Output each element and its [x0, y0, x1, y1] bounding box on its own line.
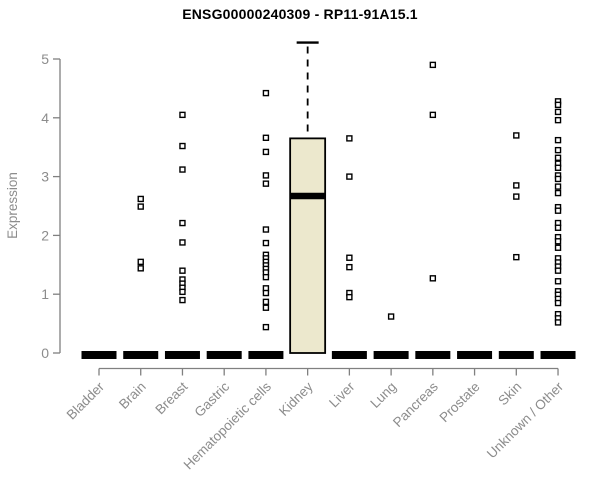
y-tick-label: 5 [41, 51, 49, 67]
outlier-point-hematopoietic-cells [262, 298, 270, 306]
x-tick-label-pancreas: Pancreas [390, 379, 441, 430]
outlier-point-breast [179, 111, 186, 119]
outlier-point-unknown-other [554, 224, 562, 231]
outlier-point-unknown-other [554, 164, 562, 171]
outlier-point-skin [513, 182, 520, 189]
outlier-point-liver [346, 254, 353, 261]
outlier-point-brain [137, 258, 144, 266]
outlier-point-breast [179, 288, 186, 296]
outlier-point-hematopoietic-cells [262, 239, 270, 247]
outlier-point-hematopoietic-cells [262, 323, 270, 331]
outlier-point-unknown-other [554, 183, 562, 190]
chart-title: ENSG00000240309 - RP11-91A15.1 [182, 6, 418, 22]
outlier-point-unknown-other [554, 108, 562, 116]
x-tick-label-prostate: Prostate [437, 379, 483, 425]
outlier-point-breast [179, 296, 186, 304]
x-tick-label-skin: Skin [495, 379, 524, 408]
outlier-point-skin [513, 193, 520, 200]
outlier-point-liver [346, 135, 353, 142]
outlier-point-breast [179, 166, 186, 173]
outlier-point-breast [179, 219, 186, 227]
x-tick-label-breast: Breast [152, 379, 190, 417]
outlier-point-hematopoietic-cells [262, 172, 270, 179]
outlier-point-unknown-other [554, 146, 562, 154]
outlier-point-hematopoietic-cells [262, 226, 270, 233]
outlier-point-hematopoietic-cells [262, 148, 270, 156]
x-tick-label-bladder: Bladder [64, 379, 108, 423]
x-tick-label-lung: Lung [367, 379, 399, 411]
outlier-point-hematopoietic-cells [262, 304, 270, 311]
x-tick-label-liver: Liver [326, 379, 358, 411]
outlier-point-pancreas [429, 61, 437, 69]
x-tick-label-brain: Brain [116, 379, 149, 412]
y-tick-label: 2 [41, 227, 49, 243]
outlier-point-pancreas [429, 275, 437, 282]
outlier-point-unknown-other [554, 175, 562, 183]
outlier-point-lung [387, 313, 395, 320]
outlier-point-unknown-other [554, 244, 562, 251]
outlier-point-unknown-other [554, 319, 562, 326]
outlier-point-hematopoietic-cells [262, 273, 270, 281]
outlier-point-unknown-other [554, 116, 562, 124]
outlier-point-breast [179, 239, 186, 246]
outlier-point-unknown-other [554, 207, 562, 214]
outlier-point-hematopoietic-cells [262, 89, 270, 97]
outlier-point-hematopoietic-cells [262, 180, 270, 187]
outlier-point-brain [137, 203, 144, 210]
outlier-point-unknown-other [554, 189, 562, 197]
outlier-point-unknown-other [554, 154, 562, 161]
outlier-point-skin [513, 132, 520, 139]
outlier-point-brain [137, 265, 144, 272]
outlier-point-brain [137, 195, 144, 203]
outlier-point-unknown-other [554, 299, 562, 307]
outlier-point-breast [179, 142, 186, 150]
outlier-point-hematopoietic-cells [262, 289, 270, 297]
outlier-point-unknown-other [554, 267, 562, 274]
box-kidney [289, 137, 327, 354]
outlier-point-unknown-other [554, 238, 562, 245]
outlier-point-skin [513, 253, 520, 261]
outlier-point-breast [179, 267, 186, 274]
outlier-point-hematopoietic-cells [262, 134, 270, 141]
outlier-point-liver [346, 173, 353, 180]
x-tick-label-gastric: Gastric [191, 379, 232, 420]
outlier-point-unknown-other [554, 136, 562, 144]
outlier-point-liver [346, 293, 353, 301]
x-tick-label-kidney: Kidney [276, 379, 316, 419]
y-tick-label: 1 [41, 286, 49, 302]
y-tick-label: 0 [41, 345, 49, 361]
outlier-point-pancreas [429, 111, 437, 119]
outlier-point-unknown-other [554, 278, 562, 285]
x-tick-label-unknown-other: Unknown / Other [484, 379, 567, 462]
outlier-point-unknown-other [554, 101, 562, 109]
y-tick-label: 3 [41, 169, 49, 185]
outlier-point-liver [346, 263, 353, 271]
y-tick-label: 4 [41, 110, 49, 126]
